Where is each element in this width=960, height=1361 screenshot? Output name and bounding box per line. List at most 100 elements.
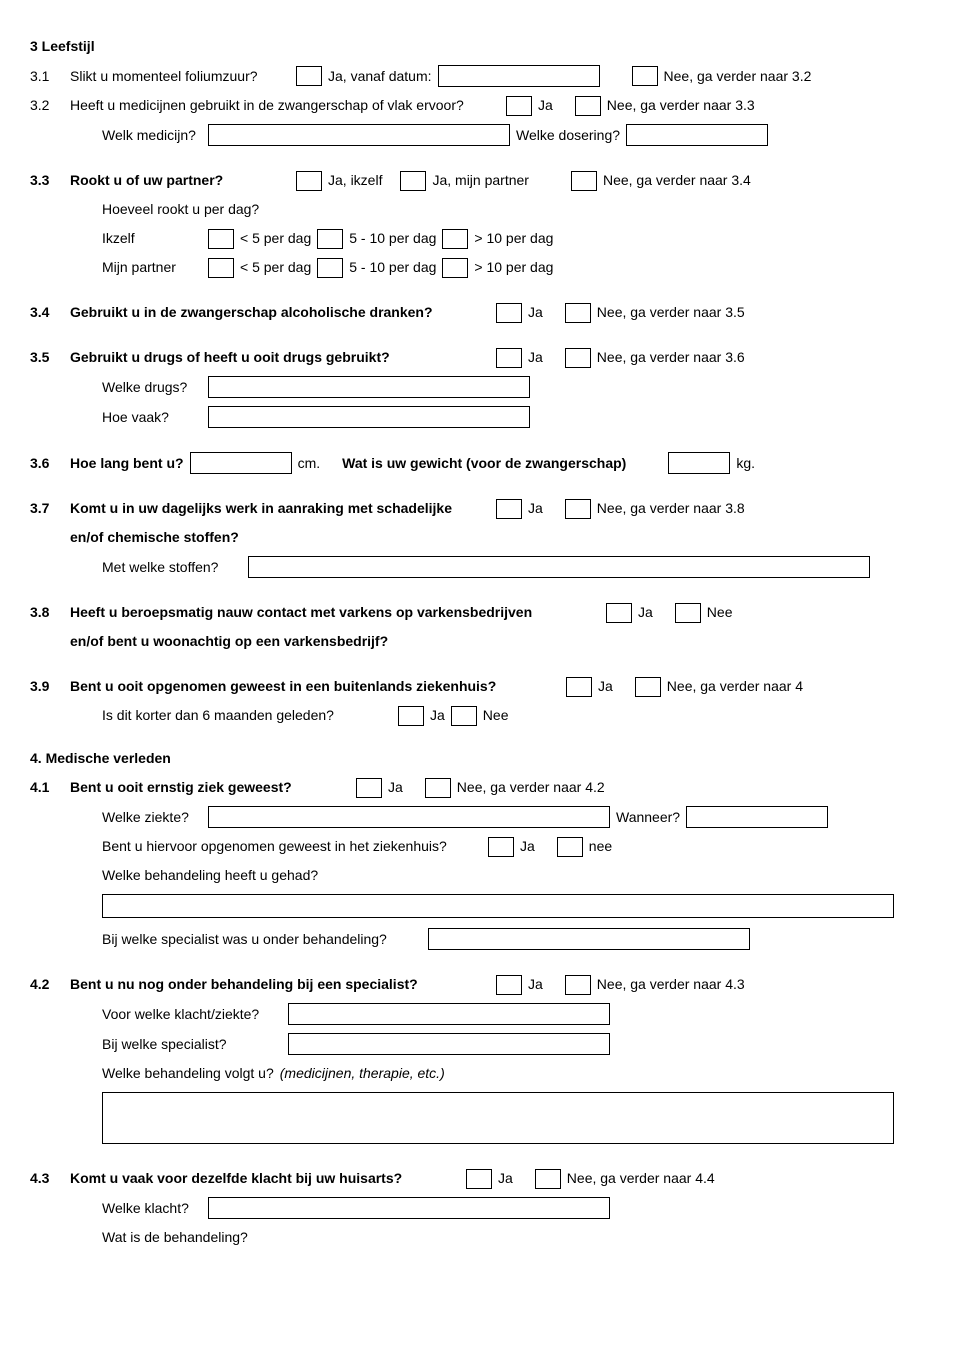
q39-ja-label: Ja	[598, 676, 613, 697]
q33-partner-opt3-checkbox[interactable]	[442, 258, 468, 278]
q41-sub2-nee-checkbox[interactable]	[557, 837, 583, 857]
q37-stoffen-input[interactable]	[248, 556, 870, 578]
q33-ikzelf-opt1-checkbox[interactable]	[208, 229, 234, 249]
q32-nee-checkbox[interactable]	[575, 96, 601, 116]
q37-sub-row: Met welke stoffen?	[30, 556, 930, 578]
q41-ja-checkbox[interactable]	[356, 778, 382, 798]
q33-partner-opt1-checkbox[interactable]	[208, 258, 234, 278]
q43-sub2-row: Wat is de behandeling?	[30, 1227, 930, 1248]
q38-text1: Heeft u beroepsmatig nauw contact met va…	[70, 602, 600, 623]
q42-text: Bent u nu nog onder behandeling bij een …	[70, 974, 490, 995]
q33-ikzelf-opt2-checkbox[interactable]	[317, 229, 343, 249]
q41-sub2-ja-label: Ja	[520, 836, 535, 857]
q33-nee-checkbox[interactable]	[571, 171, 597, 191]
q38-ja-checkbox[interactable]	[606, 603, 632, 623]
q41-nee-label: Nee, ga verder naar 4.2	[457, 777, 605, 798]
q43-ja-checkbox[interactable]	[466, 1169, 492, 1189]
q43-text: Komt u vaak voor dezelfde klacht bij uw …	[70, 1168, 460, 1189]
q41-wanneer-input[interactable]	[686, 806, 828, 828]
q34-ja-checkbox[interactable]	[496, 303, 522, 323]
q37-ja-checkbox[interactable]	[496, 499, 522, 519]
q42-nee-checkbox[interactable]	[565, 975, 591, 995]
q32-num: 3.2	[30, 95, 64, 116]
q41-sub3-label-row: Welke behandeling heeft u gehad?	[30, 865, 930, 886]
q37-row1: 3.7 Komt u in uw dagelijks werk in aanra…	[30, 498, 930, 519]
q33-ikzelf-label: Ikzelf	[102, 228, 202, 249]
q32-ja-checkbox[interactable]	[506, 96, 532, 116]
q39-row: 3.9 Bent u ooit opgenomen geweest in een…	[30, 676, 930, 697]
q33-partner-opt2-checkbox[interactable]	[317, 258, 343, 278]
q32-ja-label: Ja	[538, 95, 553, 116]
q39-text: Bent u ooit opgenomen geweest in een bui…	[70, 676, 560, 697]
q34-row: 3.4 Gebruikt u in de zwangerschap alcoho…	[30, 302, 930, 323]
q32-dosering-input[interactable]	[626, 124, 768, 146]
q33-partner-opt2-label: 5 - 10 per dag	[349, 257, 436, 278]
q32-nee-label: Nee, ga verder naar 3.3	[607, 95, 755, 116]
q33-text: Rookt u of uw partner?	[70, 170, 290, 191]
q42-behandeling-input[interactable]	[102, 1092, 894, 1144]
q35-drugs-input[interactable]	[208, 376, 530, 398]
q31-datum-input[interactable]	[438, 65, 600, 87]
q41-sub2-label: Bent u hiervoor opgenomen geweest in het…	[102, 836, 482, 857]
q43-sub1-row: Welke klacht?	[30, 1197, 930, 1219]
q41-nee-checkbox[interactable]	[425, 778, 451, 798]
q37-nee-label: Nee, ga verder naar 3.8	[597, 498, 745, 519]
q36-gewicht-input[interactable]	[668, 452, 730, 474]
q32-medicijn-input[interactable]	[208, 124, 510, 146]
q43-row: 4.3 Komt u vaak voor dezelfde klacht bij…	[30, 1168, 930, 1189]
q33-partner-label: Mijn partner	[102, 257, 202, 278]
q36-unit1: cm.	[298, 453, 321, 474]
q35-sub1-label: Welke drugs?	[102, 377, 202, 398]
q36-lengte-input[interactable]	[190, 452, 292, 474]
q33-ikzelf-opt1-label: < 5 per dag	[240, 228, 311, 249]
q35-hoevaak-input[interactable]	[208, 406, 530, 428]
q36-row: 3.6 Hoe lang bent u? cm. Wat is uw gewic…	[30, 452, 930, 474]
q41-text: Bent u ooit ernstig ziek geweest?	[70, 777, 350, 798]
q34-nee-checkbox[interactable]	[565, 303, 591, 323]
section-4-heading: 4. Medische verleden	[30, 748, 930, 769]
q35-nee-checkbox[interactable]	[565, 348, 591, 368]
q37-sub-label: Met welke stoffen?	[102, 557, 242, 578]
q43-klacht-input[interactable]	[208, 1197, 610, 1219]
q36-text1: Hoe lang bent u?	[70, 453, 184, 474]
q35-ja-checkbox[interactable]	[496, 348, 522, 368]
q42-klacht-input[interactable]	[288, 1003, 610, 1025]
q37-ja-label: Ja	[528, 498, 543, 519]
q43-nee-checkbox[interactable]	[535, 1169, 561, 1189]
q33-ja1-label: Ja, ikzelf	[328, 170, 382, 191]
q39-sub-nee-label: Nee	[483, 705, 509, 726]
q34-ja-label: Ja	[528, 302, 543, 323]
q31-nee-checkbox[interactable]	[632, 66, 658, 86]
q39-ja-checkbox[interactable]	[566, 677, 592, 697]
q41-ziekte-input[interactable]	[208, 806, 610, 828]
q39-sub-nee-checkbox[interactable]	[451, 706, 477, 726]
q35-sub2-label: Hoe vaak?	[102, 407, 202, 428]
q42-specialist-input[interactable]	[288, 1033, 610, 1055]
q37-num: 3.7	[30, 498, 64, 519]
q34-nee-label: Nee, ga verder naar 3.5	[597, 302, 745, 323]
q36-text2: Wat is uw gewicht (voor de zwangerschap)	[342, 453, 626, 474]
q41-specialist-input[interactable]	[428, 928, 750, 950]
q38-nee-checkbox[interactable]	[675, 603, 701, 623]
q41-sub2-ja-checkbox[interactable]	[488, 837, 514, 857]
q31-ja-checkbox[interactable]	[296, 66, 322, 86]
q34-num: 3.4	[30, 302, 64, 323]
q35-row: 3.5 Gebruikt u drugs of heeft u ooit dru…	[30, 347, 930, 368]
q41-sub1b-label: Wanneer?	[616, 807, 680, 828]
q39-sub-ja-checkbox[interactable]	[398, 706, 424, 726]
q39-num: 3.9	[30, 676, 64, 697]
q39-nee-checkbox[interactable]	[635, 677, 661, 697]
q37-nee-checkbox[interactable]	[565, 499, 591, 519]
q41-behandeling-input[interactable]	[102, 894, 894, 918]
q33-row: 3.3 Rookt u of uw partner? Ja, ikzelf Ja…	[30, 170, 930, 191]
q42-ja-checkbox[interactable]	[496, 975, 522, 995]
q33-ja2-checkbox[interactable]	[400, 171, 426, 191]
q35-sub1-row: Welke drugs?	[30, 376, 930, 398]
q41-row: 4.1 Bent u ooit ernstig ziek geweest? Ja…	[30, 777, 930, 798]
q31-num: 3.1	[30, 66, 64, 87]
q39-sub-row: Is dit korter dan 6 maanden geleden? Ja …	[30, 705, 930, 726]
q33-ja1-checkbox[interactable]	[296, 171, 322, 191]
q33-ikzelf-opt3-checkbox[interactable]	[442, 229, 468, 249]
q31-nee-label: Nee, ga verder naar 3.2	[664, 66, 812, 87]
q38-row1: 3.8 Heeft u beroepsmatig nauw contact me…	[30, 602, 930, 623]
